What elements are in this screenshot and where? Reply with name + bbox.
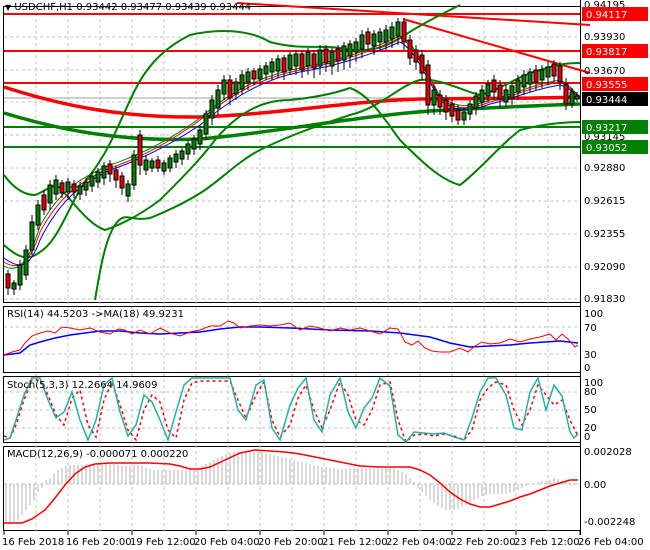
svg-text:70: 70 bbox=[584, 323, 597, 334]
svg-text:0.92355: 0.92355 bbox=[584, 229, 625, 240]
trendline-upper bbox=[236, 2, 591, 26]
symbol-label: USDCHF,H1 bbox=[14, 2, 74, 13]
macd-axis: 0.002028 0.00 -0.002248 bbox=[584, 447, 635, 528]
rsi-panel[interactable] bbox=[3, 320, 579, 356]
svg-text:0: 0 bbox=[584, 363, 590, 374]
svg-text:30: 30 bbox=[584, 350, 597, 361]
svg-text:16 Feb 20:00: 16 Feb 20:00 bbox=[66, 537, 132, 548]
macd-signal-line bbox=[4, 449, 578, 524]
price-level-tags: 0.94117 0.93817 0.93555 0.93444 0.93217 … bbox=[582, 7, 648, 154]
svg-text:0.002028: 0.002028 bbox=[584, 447, 632, 458]
svg-text:0.93670: 0.93670 bbox=[584, 66, 625, 77]
ohlc-values: 0.93442 0.93477 0.93439 0.93444 bbox=[76, 2, 252, 13]
svg-text:22 Feb 20:00: 22 Feb 20:00 bbox=[450, 537, 516, 548]
svg-text:0.93444: 0.93444 bbox=[586, 95, 627, 106]
macd-label: MACD(12,26,9) -0.000071 0.000220 bbox=[7, 449, 189, 460]
svg-text:-0.002248: -0.002248 bbox=[584, 517, 635, 528]
svg-text:50: 50 bbox=[584, 405, 597, 416]
bollinger-middle bbox=[94, 62, 581, 301]
bollinger-upper bbox=[3, 4, 461, 259]
svg-text:0.93052: 0.93052 bbox=[586, 143, 627, 154]
svg-text:0.93930: 0.93930 bbox=[584, 32, 625, 43]
stoch-axis: 100 80 50 20 0 bbox=[584, 378, 603, 443]
rsi-ma-line bbox=[3, 326, 579, 356]
svg-text:0.91830: 0.91830 bbox=[584, 294, 625, 305]
tag-resistance-2 bbox=[582, 44, 648, 58]
svg-text:0.93217: 0.93217 bbox=[586, 123, 627, 134]
triangle-down-icon[interactable]: ▼ bbox=[5, 3, 12, 12]
long-ma-green bbox=[3, 102, 581, 142]
svg-text:0: 0 bbox=[584, 432, 590, 443]
svg-text:0.93817: 0.93817 bbox=[586, 47, 627, 58]
svg-text:16 Feb 2018: 16 Feb 2018 bbox=[2, 537, 64, 548]
tag-support-2 bbox=[582, 140, 648, 154]
rsi-label: RSI(14) 44.5203 ->MA(18) 49.9231 bbox=[7, 309, 184, 320]
svg-text:0.94117: 0.94117 bbox=[586, 10, 627, 21]
rsi-axis: 100 70 30 0 bbox=[584, 309, 603, 374]
svg-text:20: 20 bbox=[584, 423, 597, 434]
svg-text:100: 100 bbox=[584, 378, 603, 389]
macd-panel[interactable] bbox=[4, 449, 579, 524]
stoch-label: Stoch(5,3,3) 12.2664 14.9609 bbox=[7, 380, 158, 391]
svg-text:100: 100 bbox=[584, 309, 603, 320]
svg-text:0.92615: 0.92615 bbox=[584, 196, 625, 207]
svg-text:20 Feb 04:00: 20 Feb 04:00 bbox=[194, 537, 260, 548]
svg-text:19 Feb 12:00: 19 Feb 12:00 bbox=[130, 537, 196, 548]
svg-text:0.93145: 0.93145 bbox=[584, 132, 625, 143]
svg-text:22 Feb 04:00: 22 Feb 04:00 bbox=[386, 537, 452, 548]
stoch-main-line bbox=[3, 376, 579, 444]
main-price-chart[interactable] bbox=[3, 2, 591, 301]
svg-text:0.00: 0.00 bbox=[584, 480, 606, 491]
svg-text:80: 80 bbox=[584, 387, 597, 398]
rsi-line bbox=[3, 320, 579, 356]
svg-text:0.94195: 0.94195 bbox=[584, 0, 625, 11]
candles bbox=[5, 18, 580, 295]
svg-text:21 Feb 12:00: 21 Feb 12:00 bbox=[322, 537, 388, 548]
chart-header: ▼ USDCHF,H1 0.93442 0.93477 0.93439 0.93… bbox=[5, 2, 251, 13]
trendline-lower bbox=[402, 18, 591, 74]
tag-current-price bbox=[582, 92, 648, 106]
svg-text:20 Feb 20:00: 20 Feb 20:00 bbox=[258, 537, 324, 548]
svg-text:23 Feb 12:00: 23 Feb 12:00 bbox=[514, 537, 580, 548]
svg-text:26 Feb 04:00: 26 Feb 04:00 bbox=[578, 537, 644, 548]
tag-resistance-3 bbox=[582, 77, 648, 91]
tag-support-1 bbox=[582, 120, 648, 134]
svg-text:0.92090: 0.92090 bbox=[584, 262, 625, 273]
tag-resistance-1 bbox=[582, 7, 648, 21]
time-axis: 16 Feb 2018 16 Feb 20:00 19 Feb 12:00 20… bbox=[2, 531, 644, 548]
price-axis: 0.94195 0.93930 0.93670 0.93145 0.92880 … bbox=[584, 0, 625, 305]
macd-histogram bbox=[5, 452, 579, 524]
svg-text:0.92880: 0.92880 bbox=[584, 163, 625, 174]
svg-text:0.93555: 0.93555 bbox=[586, 80, 627, 91]
stoch-panel[interactable] bbox=[3, 376, 579, 444]
